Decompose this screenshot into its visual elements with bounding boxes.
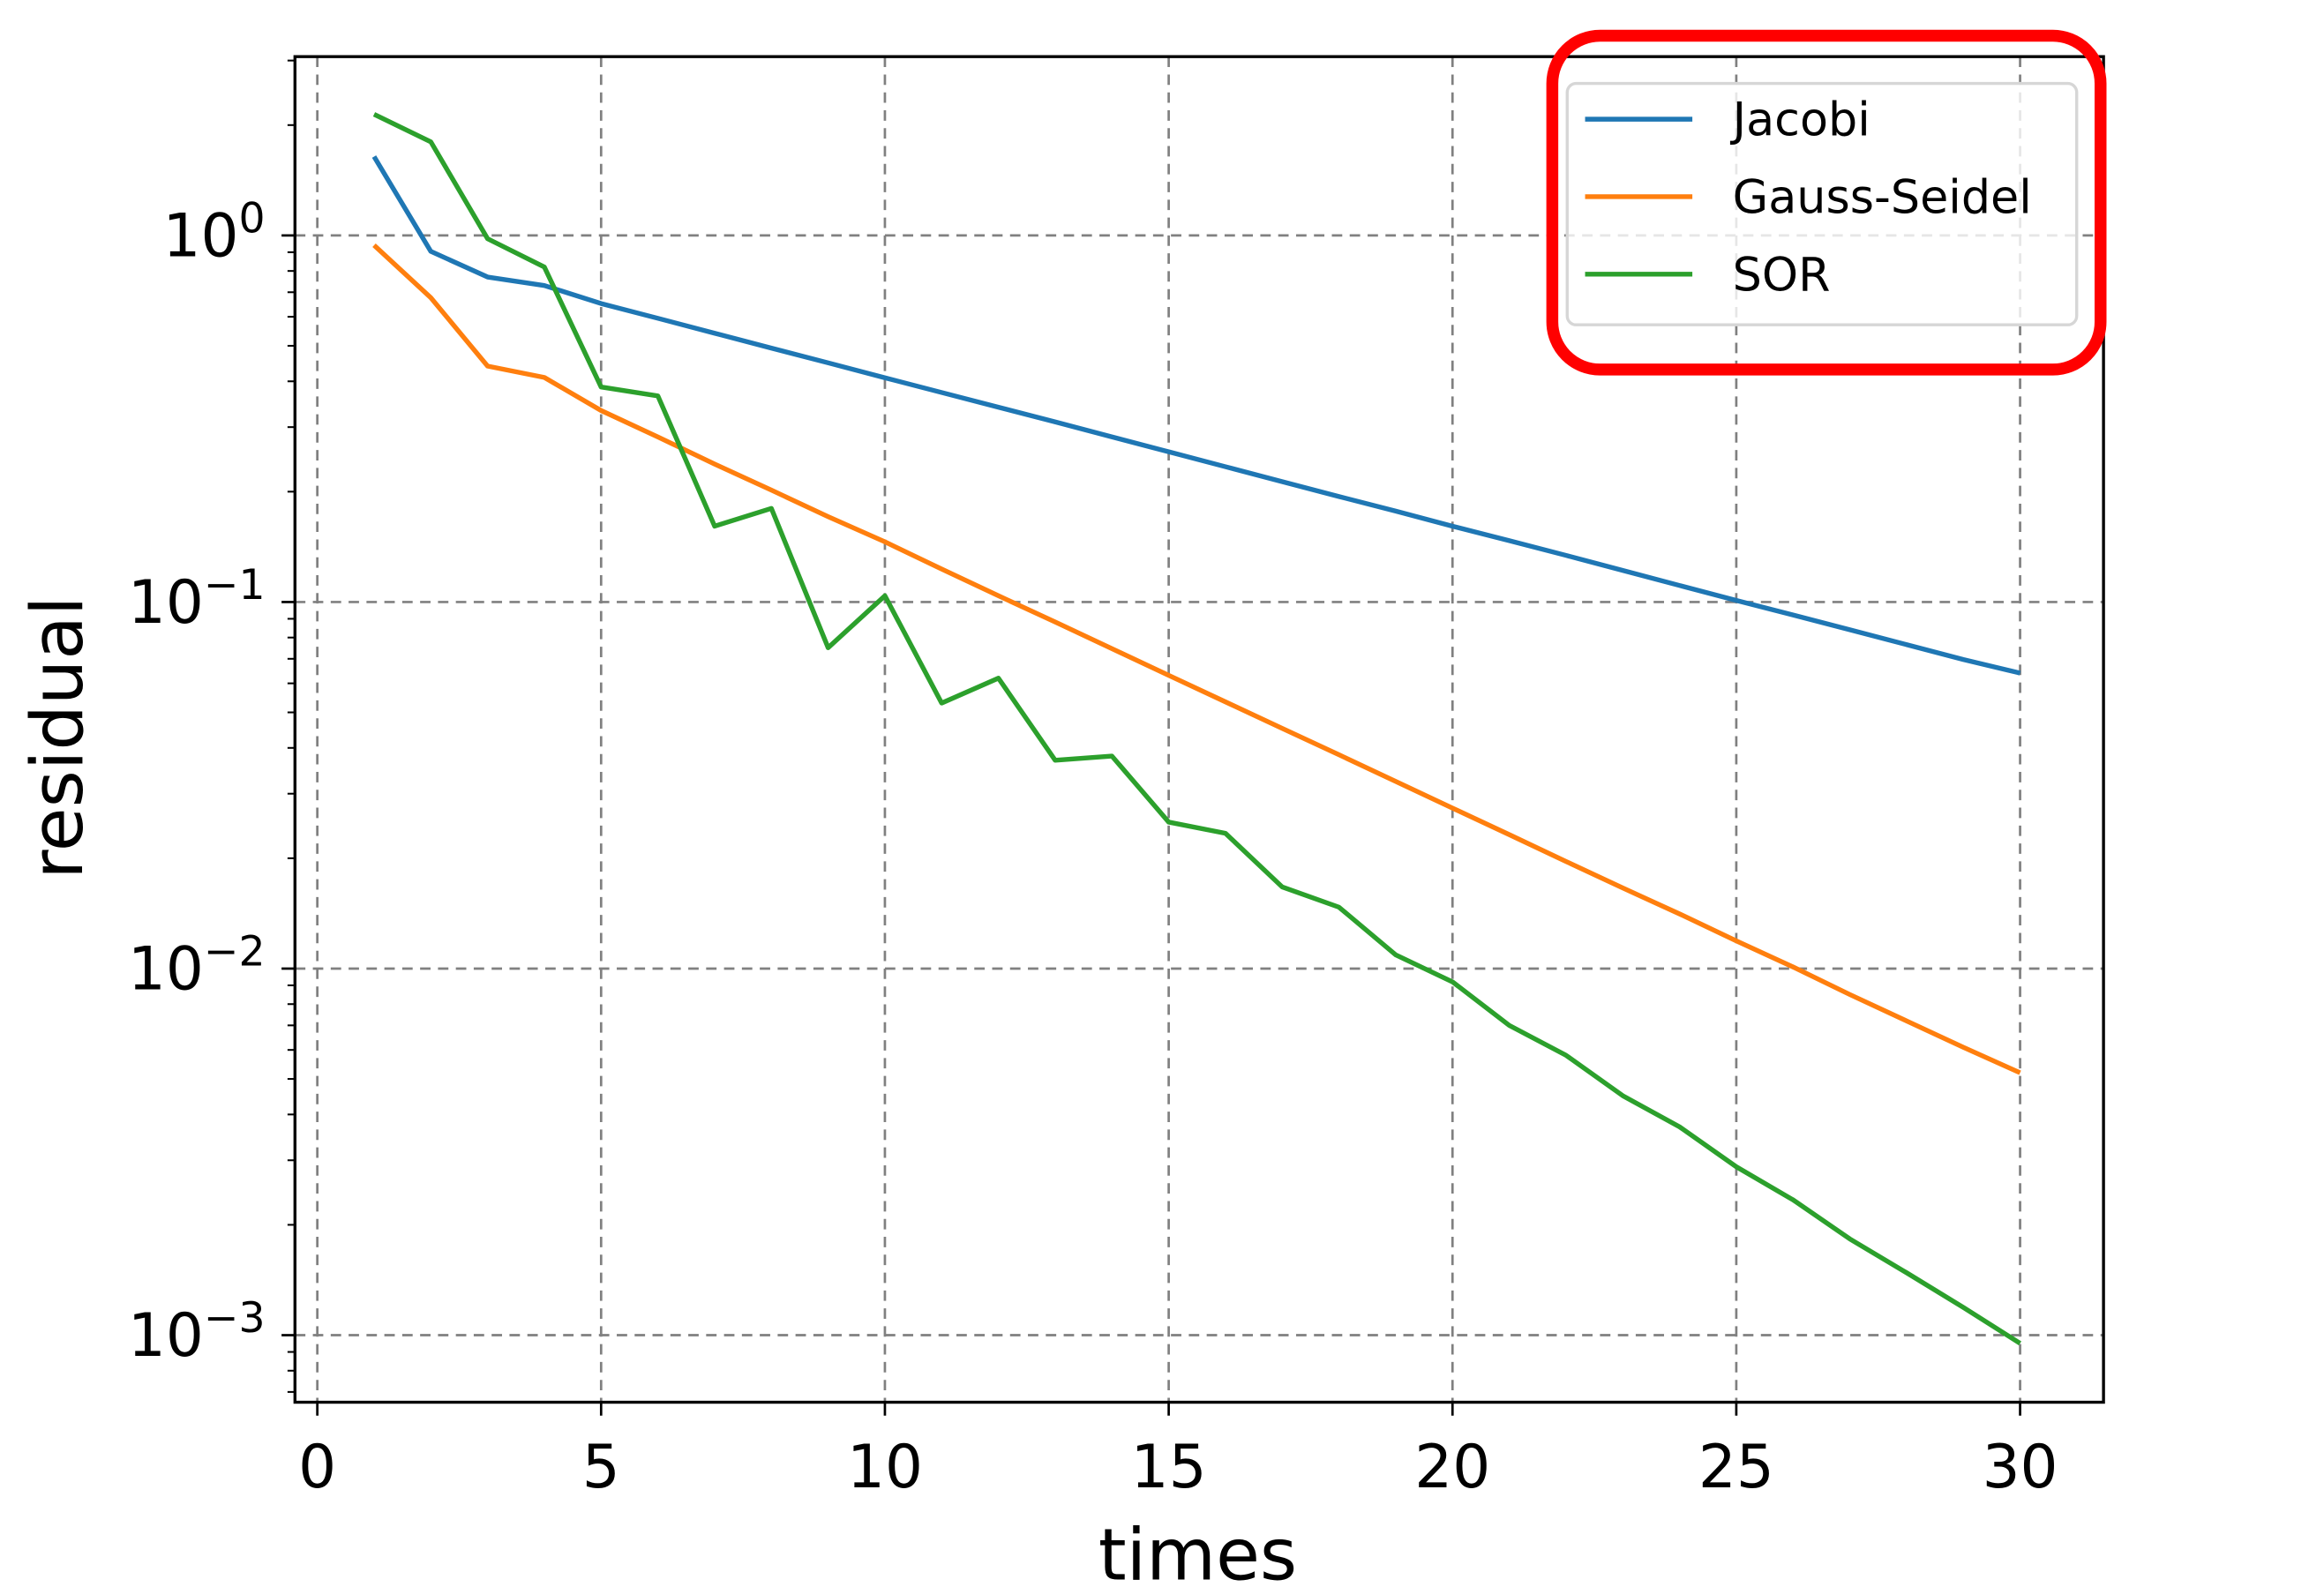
x-tick-label: 25 [1698,1432,1774,1501]
legend-box [1565,81,2079,326]
x-tick-label: 15 [1131,1432,1207,1501]
x-axis-label: times [1098,1515,1297,1587]
y-tick-labels: 100 10−1 10−2 10−3 [128,195,266,1371]
x-tick-label: 20 [1414,1432,1490,1501]
y-axis-label: residual [17,596,100,880]
y-tick-label: 10−1 [128,561,266,637]
axes-frame [293,55,2105,1404]
legend: Jacobi Gauss-Seidel SOR [1565,81,2079,326]
series-line-gauss-seidel [372,243,2021,1075]
legend-highlight-box [1546,29,2107,376]
series-line-jacobi [371,155,2021,676]
legend-label: Gauss-Seidel [1733,171,2032,225]
x-tick-labels: 0 5 10 15 20 25 30 [298,1432,2058,1501]
x-tick-label: 30 [1983,1432,2058,1501]
data-series [371,112,2021,1346]
legend-label: Jacobi [1730,94,1870,147]
y-tick-label: 100 [163,195,266,271]
x-tick-label: 10 [847,1432,923,1501]
x-tick-label: 5 [582,1432,620,1501]
x-tick-label: 0 [298,1432,336,1501]
series-line-sor [372,112,2021,1346]
legend-label: SOR [1733,248,1831,302]
y-tick-label: 10−2 [128,928,266,1004]
y-tick-label: 10−3 [128,1294,266,1370]
